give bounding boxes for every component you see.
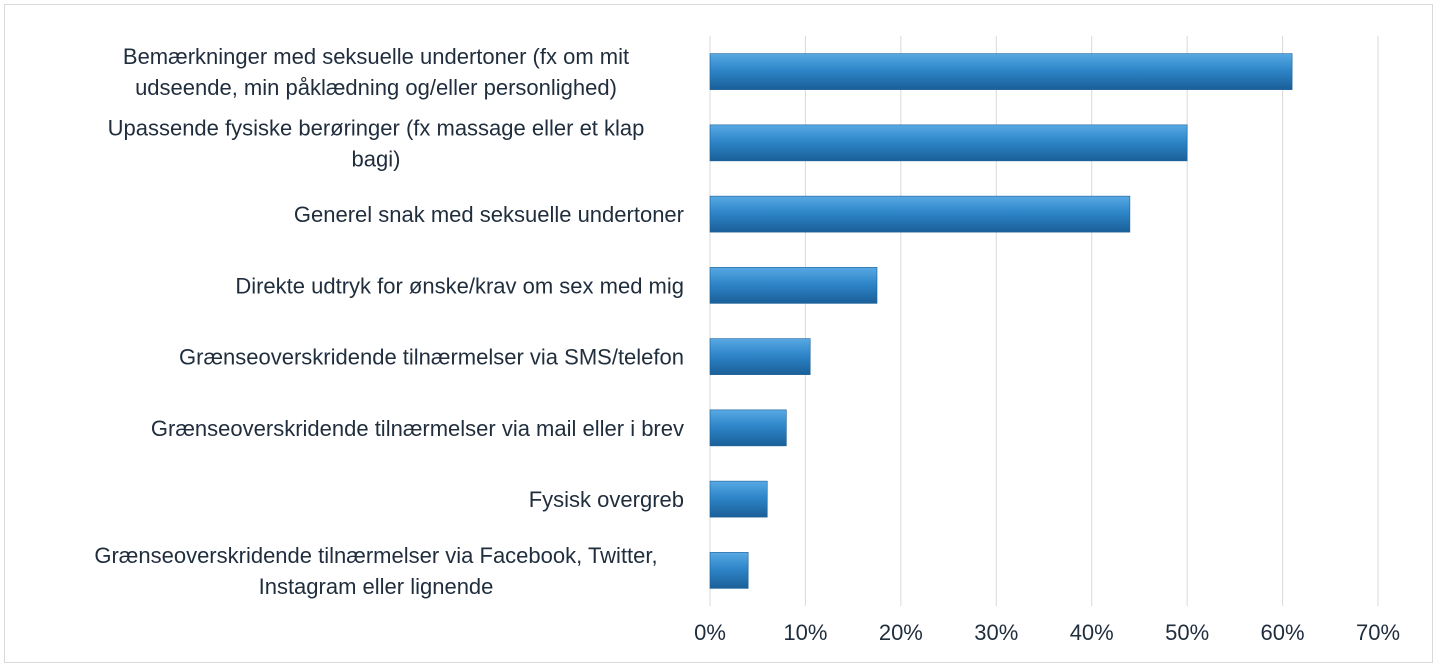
bar	[709, 124, 1188, 162]
bar	[709, 53, 1293, 90]
x-tick-label: 70%	[1356, 620, 1400, 645]
category-label: Bemærkninger med seksuelle undertoner (f…	[123, 44, 629, 100]
category-label: Grænseoverskridende tilnærmelser via mai…	[151, 416, 684, 441]
x-tick-label: 50%	[1165, 620, 1209, 645]
category-label: Direkte udtryk for ønske/krav om sex med…	[235, 273, 684, 298]
x-tick-label: 30%	[974, 620, 1018, 645]
x-axis-tick-labels: 0% 10% 20% 30% 40% 50% 60% 70%	[694, 620, 1400, 645]
bars	[709, 53, 1293, 589]
category-label: Generel snak med seksuelle undertoner	[294, 202, 684, 227]
bar	[709, 409, 787, 447]
x-tick-label: 10%	[783, 620, 827, 645]
x-tick-label: 60%	[1261, 620, 1305, 645]
bar	[709, 195, 1131, 233]
gridlines	[709, 36, 1379, 606]
category-labels: Bemærkninger med seksuelle undertoner (f…	[94, 44, 684, 599]
bar	[709, 267, 878, 304]
category-label: Upassende fysiske berøringer (fx massage…	[108, 115, 645, 171]
bar	[709, 552, 749, 589]
category-label: Grænseoverskridende tilnærmelser via SMS…	[179, 345, 684, 370]
bar	[709, 338, 811, 375]
category-label: Fysisk overgreb	[529, 487, 684, 512]
x-tick-label: 0%	[694, 620, 726, 645]
category-label: Grænseoverskridende tilnærmelser via Fac…	[94, 543, 657, 599]
bar	[709, 480, 768, 518]
x-tick-label: 40%	[1070, 620, 1114, 645]
x-tick-label: 20%	[879, 620, 923, 645]
